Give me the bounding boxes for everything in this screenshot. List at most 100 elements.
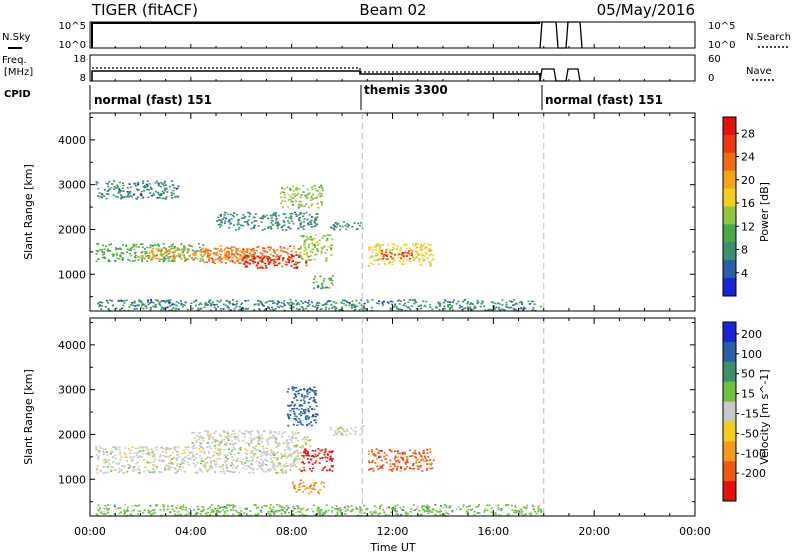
heatmap-cell bbox=[483, 509, 486, 511]
heatmap-cell bbox=[271, 306, 273, 309]
heatmap-cell bbox=[168, 466, 171, 468]
heatmap-cell bbox=[123, 511, 126, 513]
heatmap-cell bbox=[217, 449, 220, 451]
heatmap-cell bbox=[106, 249, 109, 252]
heatmap-cell bbox=[284, 200, 287, 203]
heatmap-cell bbox=[281, 229, 284, 231]
heatmap-cell bbox=[262, 451, 265, 453]
heatmap-cell bbox=[214, 460, 217, 463]
heatmap-cell bbox=[394, 450, 396, 452]
heatmap-cell bbox=[270, 259, 272, 262]
heatmap-cell bbox=[117, 463, 120, 465]
heatmap-cell bbox=[403, 468, 406, 471]
heatmap-cell bbox=[314, 184, 317, 187]
heatmap-cell bbox=[212, 511, 215, 513]
heatmap-cell bbox=[530, 300, 533, 303]
heatmap-cell bbox=[189, 254, 192, 257]
heatmap-cell bbox=[220, 471, 222, 473]
heatmap-cell bbox=[283, 507, 286, 509]
heatmap-cell bbox=[241, 432, 244, 434]
heatmap-cell bbox=[343, 299, 346, 302]
heatmap-cell bbox=[98, 301, 101, 303]
heatmap-cell bbox=[259, 252, 262, 254]
heatmap-cell bbox=[405, 513, 408, 515]
power-ytick-label: 4000 bbox=[58, 134, 86, 147]
heatmap-cell bbox=[510, 504, 513, 507]
heatmap-cell bbox=[305, 264, 308, 267]
velocity-colorbar-band bbox=[723, 401, 736, 422]
heatmap-cell bbox=[148, 255, 151, 257]
heatmap-cell bbox=[157, 250, 160, 252]
heatmap-cell bbox=[105, 459, 108, 461]
heatmap-cell bbox=[310, 455, 313, 457]
heatmap-cell bbox=[223, 510, 226, 513]
heatmap-cell bbox=[420, 459, 423, 462]
heatmap-cell bbox=[209, 465, 212, 468]
heatmap-cell bbox=[154, 512, 156, 514]
heatmap-cell bbox=[185, 513, 188, 516]
heatmap-cell bbox=[212, 261, 214, 264]
heatmap-cell bbox=[381, 467, 384, 470]
heatmap-cell bbox=[241, 259, 244, 262]
heatmap-cell bbox=[412, 504, 415, 506]
heatmap-cell bbox=[137, 509, 140, 512]
heatmap-cell bbox=[404, 511, 407, 514]
power-region-1 bbox=[140, 247, 254, 261]
heatmap-cell bbox=[149, 309, 152, 312]
heatmap-cell bbox=[135, 246, 138, 248]
heatmap-cell bbox=[160, 182, 163, 184]
heatmap-cell bbox=[258, 300, 261, 302]
heatmap-cell bbox=[394, 507, 396, 510]
heatmap-cell bbox=[285, 446, 288, 448]
heatmap-cell bbox=[125, 196, 128, 198]
heatmap-cell bbox=[294, 299, 297, 302]
heatmap-cell bbox=[179, 300, 182, 302]
heatmap-cell bbox=[484, 508, 487, 510]
heatmap-cell bbox=[180, 243, 183, 245]
heatmap-cell bbox=[376, 457, 378, 460]
heatmap-cell bbox=[349, 510, 352, 513]
heatmap-cell bbox=[184, 260, 186, 262]
heatmap-cell bbox=[350, 304, 353, 306]
heatmap-cell bbox=[215, 463, 218, 465]
heatmap-cell bbox=[162, 300, 165, 302]
heatmap-cell bbox=[444, 300, 447, 302]
heatmap-cell bbox=[309, 485, 312, 488]
heatmap-cell bbox=[164, 180, 166, 183]
heatmap-cell bbox=[228, 307, 230, 309]
heatmap-cell bbox=[304, 241, 307, 243]
heatmap-cell bbox=[287, 455, 290, 458]
heatmap-cell bbox=[295, 457, 298, 460]
heatmap-cell bbox=[385, 254, 387, 256]
heatmap-cell bbox=[300, 388, 303, 391]
heatmap-cell bbox=[253, 253, 256, 256]
heatmap-cell bbox=[219, 507, 222, 509]
heatmap-cell bbox=[166, 191, 169, 193]
heatmap-cell bbox=[420, 455, 423, 458]
heatmap-cell bbox=[241, 258, 244, 260]
heatmap-cell bbox=[262, 214, 265, 217]
heatmap-cell bbox=[308, 492, 311, 495]
heatmap-cell bbox=[293, 267, 296, 269]
heatmap-cell bbox=[266, 438, 269, 441]
heatmap-cell bbox=[244, 462, 247, 464]
heatmap-cell bbox=[519, 307, 522, 310]
heatmap-cell bbox=[162, 508, 165, 511]
heatmap-cell bbox=[383, 452, 386, 454]
heatmap-cell bbox=[316, 509, 319, 512]
heatmap-cell bbox=[317, 193, 320, 196]
heatmap-cell bbox=[486, 509, 489, 511]
heatmap-cell bbox=[123, 452, 126, 454]
heatmap-cell bbox=[521, 302, 524, 304]
heatmap-cell bbox=[269, 214, 272, 217]
heatmap-cell bbox=[119, 197, 122, 199]
heatmap-cell bbox=[191, 249, 194, 252]
heatmap-cell bbox=[360, 427, 363, 430]
heatmap-cell bbox=[388, 468, 391, 471]
heatmap-cell bbox=[321, 189, 324, 192]
heatmap-cell bbox=[244, 308, 247, 310]
heatmap-cell bbox=[282, 454, 285, 456]
heatmap-cell bbox=[209, 457, 212, 459]
heatmap-cell bbox=[294, 415, 297, 417]
heatmap-cell bbox=[141, 452, 144, 455]
